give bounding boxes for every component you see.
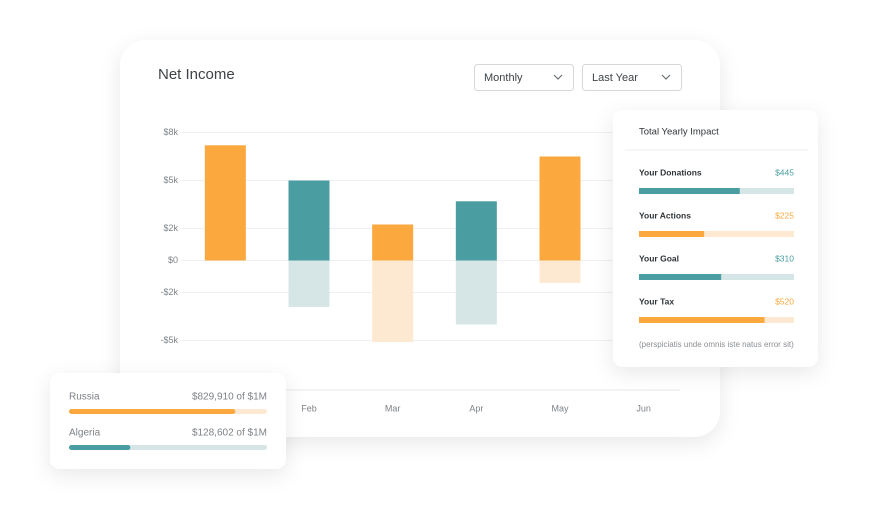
dropdown-label[interactable]: Monthly bbox=[484, 72, 523, 84]
main-card bbox=[120, 40, 720, 437]
y-tick-label: $2k bbox=[163, 223, 178, 233]
bar bbox=[539, 260, 581, 283]
progress-bar bbox=[639, 188, 740, 194]
bar bbox=[372, 260, 414, 343]
progress-bar bbox=[639, 317, 765, 323]
bar bbox=[204, 145, 246, 261]
impact-list: Your Donations $445 Your Actions $225 Your G… bbox=[639, 167, 794, 323]
impact-value: $445 bbox=[775, 167, 794, 177]
country-value: $829,910 of $1M bbox=[192, 392, 267, 403]
bar bbox=[455, 201, 497, 261]
country-name: Algeria bbox=[69, 428, 101, 439]
progress-track bbox=[639, 231, 794, 237]
x-tick-label: Jun bbox=[636, 403, 651, 413]
y-tick-label: -$5k bbox=[160, 335, 178, 345]
y-tick-label: $8k bbox=[163, 127, 178, 137]
impact-label: Your Goal bbox=[639, 253, 679, 263]
x-tick-label: May bbox=[551, 403, 569, 413]
impact-value: $225 bbox=[775, 210, 794, 220]
y-tick-label: $0 bbox=[168, 255, 178, 265]
impact-card bbox=[613, 110, 818, 367]
impact-label: Your Donations bbox=[639, 167, 702, 177]
x-tick-label: Apr bbox=[469, 403, 483, 413]
bar bbox=[372, 224, 414, 261]
progress-bar bbox=[69, 409, 236, 414]
country-value: $128,602 of $1M bbox=[192, 428, 267, 439]
dropdown-label[interactable]: Last Year bbox=[592, 72, 638, 84]
progress-bar bbox=[69, 445, 131, 450]
plot: $8k $5k $2k $0 -$2k -$5k Feb Mar Apr May Jun bbox=[160, 127, 680, 413]
impact-title: Total Yearly Impact bbox=[639, 127, 719, 138]
impact-value: $520 bbox=[775, 296, 794, 306]
x-tick-label: Feb bbox=[301, 403, 317, 413]
bar bbox=[288, 260, 330, 307]
bar bbox=[455, 260, 497, 325]
y-tick-label: $5k bbox=[163, 175, 178, 185]
dropdown[interactable]: Last Year bbox=[582, 64, 682, 91]
country-list: Russia $829,910 of $1M Algeria $128,602 of … bbox=[69, 392, 267, 450]
chart-title: Net Income bbox=[158, 66, 235, 83]
progress-bar bbox=[639, 274, 722, 280]
bar bbox=[539, 156, 581, 261]
country-card bbox=[50, 373, 286, 469]
impact-label: Your Actions bbox=[639, 210, 691, 220]
impact-label: Your Tax bbox=[639, 296, 674, 306]
bar bbox=[288, 180, 330, 261]
dropdown[interactable]: Monthly bbox=[474, 64, 574, 91]
impact-note: (perspiciatis unde omnis iste natus erro… bbox=[639, 340, 794, 349]
impact-value: $310 bbox=[775, 253, 794, 263]
y-tick-label: -$2k bbox=[160, 287, 178, 297]
x-tick-label: Mar bbox=[385, 403, 401, 413]
progress-bar bbox=[639, 231, 705, 237]
country-name: Russia bbox=[69, 392, 100, 403]
